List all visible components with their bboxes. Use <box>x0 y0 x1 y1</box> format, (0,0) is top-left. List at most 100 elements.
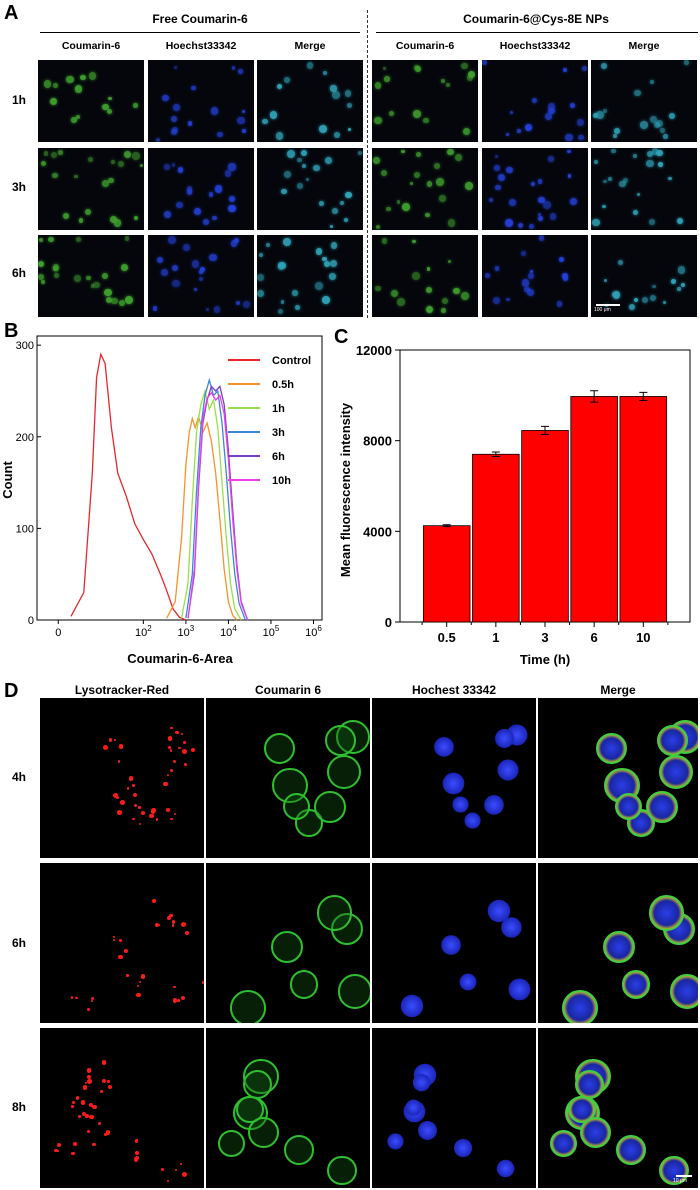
bar-0-5h <box>422 525 471 623</box>
cell-body <box>658 754 693 789</box>
legend-label-b: 10h <box>272 475 291 487</box>
cell-body <box>614 792 642 820</box>
lysosome-dot <box>167 916 172 921</box>
confocal-image <box>372 1028 536 1188</box>
cell-spot <box>537 179 542 184</box>
micrograph-a <box>38 60 144 142</box>
lysosome-dot <box>87 1078 92 1084</box>
cell-spot <box>50 98 58 106</box>
confocal-image <box>538 698 698 858</box>
cell-spot <box>108 177 114 184</box>
lysosome-dot <box>182 1171 188 1177</box>
micrograph-a <box>482 148 588 230</box>
cell-spot <box>563 68 568 73</box>
lysosome-dot <box>134 1155 139 1161</box>
error-bar <box>541 425 549 436</box>
panel-d-label: D <box>4 680 19 702</box>
lysosome-dot <box>132 817 135 821</box>
cell-spot <box>668 176 672 180</box>
cell-body <box>337 974 370 1010</box>
confocal-image <box>40 1028 204 1188</box>
micrograph-a <box>148 148 254 230</box>
cell-spot <box>164 163 171 170</box>
lysosome-dot <box>133 803 137 807</box>
cell-spot <box>41 280 45 284</box>
cell-spot <box>118 300 125 307</box>
cell-spot <box>102 103 109 111</box>
micrograph-a <box>148 235 254 317</box>
lysosome-dot <box>114 739 117 742</box>
cell-spot <box>53 273 59 279</box>
cell-spot <box>78 218 84 223</box>
cell-spot <box>662 301 666 305</box>
cell-spot <box>547 102 555 110</box>
panel-a-label: A <box>4 2 19 24</box>
cell-body <box>453 1138 473 1158</box>
cell-body <box>433 736 454 757</box>
cell-body <box>263 732 296 765</box>
cell-spot <box>105 296 112 303</box>
cell-spot <box>482 60 487 66</box>
micrograph-a <box>38 148 144 230</box>
cell-spot <box>167 235 176 244</box>
cell-spot <box>50 151 57 159</box>
panel-b-label: B <box>4 320 19 342</box>
cell-spot <box>283 76 290 84</box>
panel-a-right-rule <box>376 32 698 33</box>
cell-spot <box>592 218 600 227</box>
cell-body <box>282 792 310 820</box>
cell-spot <box>492 296 500 304</box>
cell-body <box>494 728 514 748</box>
lysosome-dot <box>86 1068 92 1074</box>
cell-body <box>230 989 267 1023</box>
cell-spot <box>526 288 535 297</box>
cell-spot <box>642 296 648 303</box>
cell-spot <box>650 79 655 84</box>
cell-body <box>327 1155 357 1186</box>
cell-spot <box>278 262 286 270</box>
lysosome-dot <box>88 1102 94 1108</box>
cell-spot <box>140 164 144 168</box>
lysosome-dot <box>91 1104 97 1110</box>
cell-spot <box>332 91 340 99</box>
cell-spot <box>628 303 635 310</box>
cell-spot <box>329 225 333 229</box>
micrograph-a <box>591 235 697 317</box>
lysosome-dot <box>136 992 141 998</box>
cell-spot <box>542 201 551 210</box>
cell-body <box>615 1134 647 1166</box>
micrograph-a <box>482 235 588 317</box>
cell-spot <box>602 204 606 209</box>
cell-spot <box>562 276 568 282</box>
lysosome-dot <box>166 773 169 776</box>
lysosome-dot <box>181 748 187 754</box>
cell-spot <box>224 170 232 177</box>
lysosome-dot <box>115 795 120 800</box>
cell-spot <box>229 195 236 202</box>
cell-body <box>405 1099 423 1116</box>
lysosome-dot <box>118 744 124 749</box>
lysosome-dot <box>71 1105 75 1108</box>
cell-spot <box>660 127 665 133</box>
cell-spot <box>178 167 184 173</box>
cell-spot <box>292 290 298 296</box>
cell-spot <box>439 195 446 203</box>
cell-spot <box>237 116 245 125</box>
lysosome-dot <box>181 995 186 1000</box>
cell-spot <box>425 305 433 313</box>
cell-spot <box>269 111 278 119</box>
cell-spot <box>435 177 444 186</box>
lysosome-dot <box>182 741 186 745</box>
lysosome-dot <box>170 726 173 730</box>
cell-spot <box>90 284 95 288</box>
cell-spot <box>455 154 463 162</box>
cell-spot <box>283 238 292 246</box>
lysosome-dot <box>167 745 171 749</box>
cell-spot <box>75 237 81 243</box>
row-label-1h: 1h <box>12 93 27 107</box>
cell-body <box>324 724 356 756</box>
scale-bar-a-label: 100 μm <box>594 307 611 313</box>
lysosome-dot <box>165 808 170 812</box>
axis-xlabel-coumarin6-area: Coumarin-6-Area <box>127 651 233 666</box>
cell-spot <box>162 94 169 101</box>
